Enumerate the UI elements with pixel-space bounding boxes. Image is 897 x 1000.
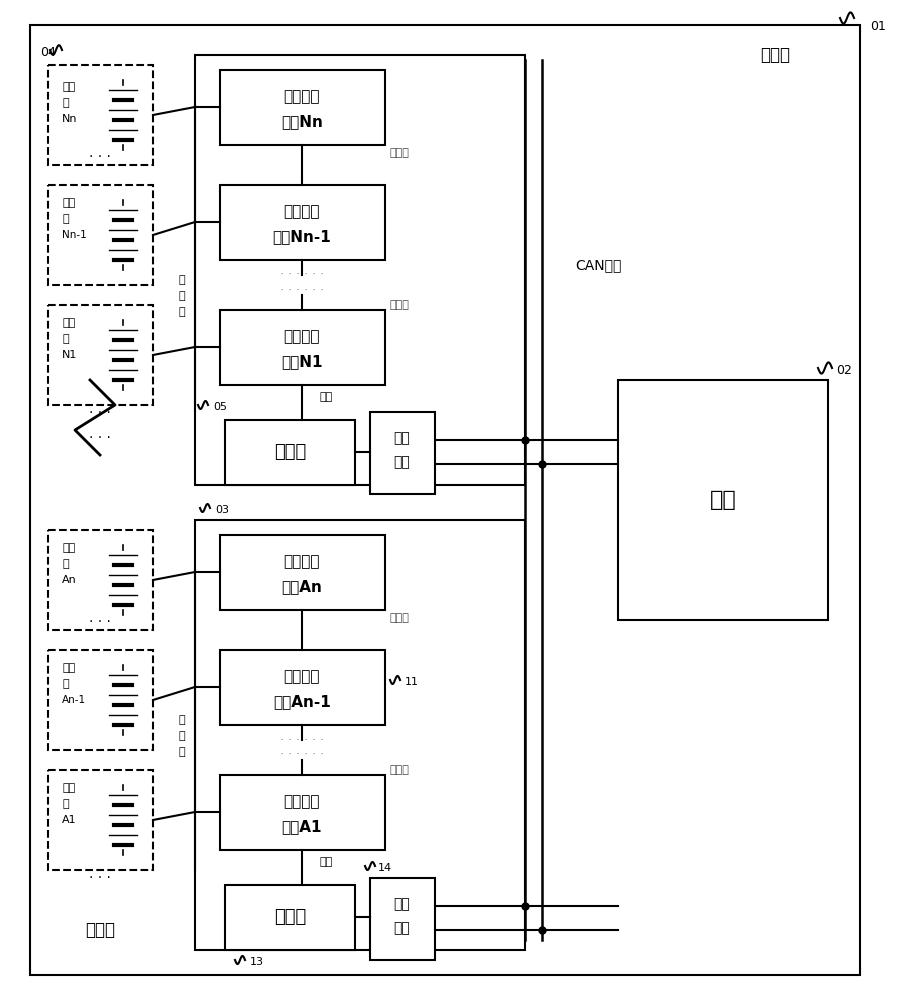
Text: 菊花链: 菊花链 — [390, 765, 410, 775]
Text: 高压: 高压 — [394, 431, 410, 445]
Text: 芯片An: 芯片An — [282, 580, 322, 594]
Bar — [220, 70, 385, 145]
Text: 电池: 电池 — [62, 663, 75, 673]
Text: 单体采集: 单体采集 — [283, 794, 320, 810]
Text: 04: 04 — [40, 45, 56, 58]
Text: A1: A1 — [62, 815, 76, 825]
Text: Nn-1: Nn-1 — [62, 230, 87, 240]
Text: 单体采集: 单体采集 — [283, 205, 320, 220]
Text: 02: 02 — [836, 363, 852, 376]
Text: · · ·: · · · — [89, 406, 111, 420]
Text: · · ·: · · · — [89, 615, 111, 629]
Text: · · ·: · · · — [89, 431, 111, 445]
Text: 芯片Nn: 芯片Nn — [281, 114, 323, 129]
Text: 芯片N1: 芯片N1 — [282, 355, 323, 369]
Text: 芯片An-1: 芯片An-1 — [273, 694, 331, 710]
Text: N1: N1 — [62, 350, 77, 360]
Text: 组: 组 — [62, 98, 69, 108]
Text: · · · · · ·: · · · · · · — [280, 284, 324, 296]
Bar — [370, 878, 435, 960]
Bar — [48, 650, 153, 750]
Text: 单体采集: 单体采集 — [283, 554, 320, 570]
Text: 高压: 高压 — [394, 897, 410, 911]
Text: 组: 组 — [62, 559, 69, 569]
Text: 电池组: 电池组 — [85, 921, 115, 939]
Text: An-1: An-1 — [62, 695, 86, 705]
Bar — [220, 650, 385, 725]
Text: 组: 组 — [62, 799, 69, 809]
Bar — [48, 305, 153, 405]
Text: 组: 组 — [62, 214, 69, 224]
Text: 05: 05 — [213, 402, 227, 412]
Text: 隔离: 隔离 — [394, 921, 410, 935]
Text: 组: 组 — [62, 334, 69, 344]
Text: 样: 样 — [179, 731, 186, 741]
Bar — [220, 775, 385, 850]
Text: 电池: 电池 — [62, 318, 75, 328]
Bar — [48, 185, 153, 285]
Text: 14: 14 — [378, 863, 392, 873]
Text: 11: 11 — [405, 677, 419, 687]
Text: 采: 采 — [179, 275, 186, 285]
Text: 菊花链: 菊花链 — [390, 148, 410, 158]
Bar — [220, 310, 385, 385]
Text: 串口: 串口 — [320, 857, 334, 867]
Text: · · · · · ·: · · · · · · — [280, 748, 324, 762]
Text: 13: 13 — [250, 957, 264, 967]
Bar — [195, 520, 525, 950]
Bar — [370, 412, 435, 494]
Text: 单片机: 单片机 — [274, 443, 306, 461]
Bar — [48, 530, 153, 630]
Text: 菊花链: 菊花链 — [390, 300, 410, 310]
Text: 单体采集: 单体采集 — [283, 90, 320, 104]
Bar — [220, 185, 385, 260]
Text: 电池: 电池 — [62, 783, 75, 793]
Text: · · · · · ·: · · · · · · — [280, 734, 324, 746]
Text: 菊花链: 菊花链 — [390, 613, 410, 623]
Text: 线: 线 — [179, 747, 186, 757]
Bar — [48, 770, 153, 870]
Bar — [225, 420, 355, 485]
Bar — [195, 55, 525, 485]
Text: 单体采集: 单体采集 — [283, 330, 320, 344]
Text: 主板: 主板 — [710, 490, 736, 510]
Text: 组: 组 — [62, 679, 69, 689]
Text: · · ·: · · · — [89, 871, 111, 885]
Text: An: An — [62, 575, 77, 585]
Bar — [48, 65, 153, 165]
Text: CAN总线: CAN总线 — [575, 258, 622, 272]
Text: 03: 03 — [215, 505, 229, 515]
Text: 采: 采 — [179, 715, 186, 725]
Text: · · · · · ·: · · · · · · — [280, 268, 324, 282]
Text: Nn: Nn — [62, 114, 77, 124]
Text: 芯片Nn-1: 芯片Nn-1 — [273, 230, 331, 244]
Text: 单体采集: 单体采集 — [283, 670, 320, 684]
Bar — [618, 380, 828, 620]
Text: 样: 样 — [179, 291, 186, 301]
Text: 线: 线 — [179, 307, 186, 317]
Text: 芯片A1: 芯片A1 — [282, 820, 322, 834]
Text: 电池: 电池 — [62, 543, 75, 553]
Text: 电池: 电池 — [62, 82, 75, 92]
Bar — [225, 885, 355, 950]
Text: 串口: 串口 — [320, 392, 334, 402]
Text: 隔离: 隔离 — [394, 455, 410, 469]
Text: 单片机: 单片机 — [274, 908, 306, 926]
Text: · · ·: · · · — [89, 150, 111, 164]
Text: 电池: 电池 — [62, 198, 75, 208]
Text: 01: 01 — [870, 20, 886, 33]
Bar — [220, 535, 385, 610]
Text: 电池包: 电池包 — [760, 46, 790, 64]
